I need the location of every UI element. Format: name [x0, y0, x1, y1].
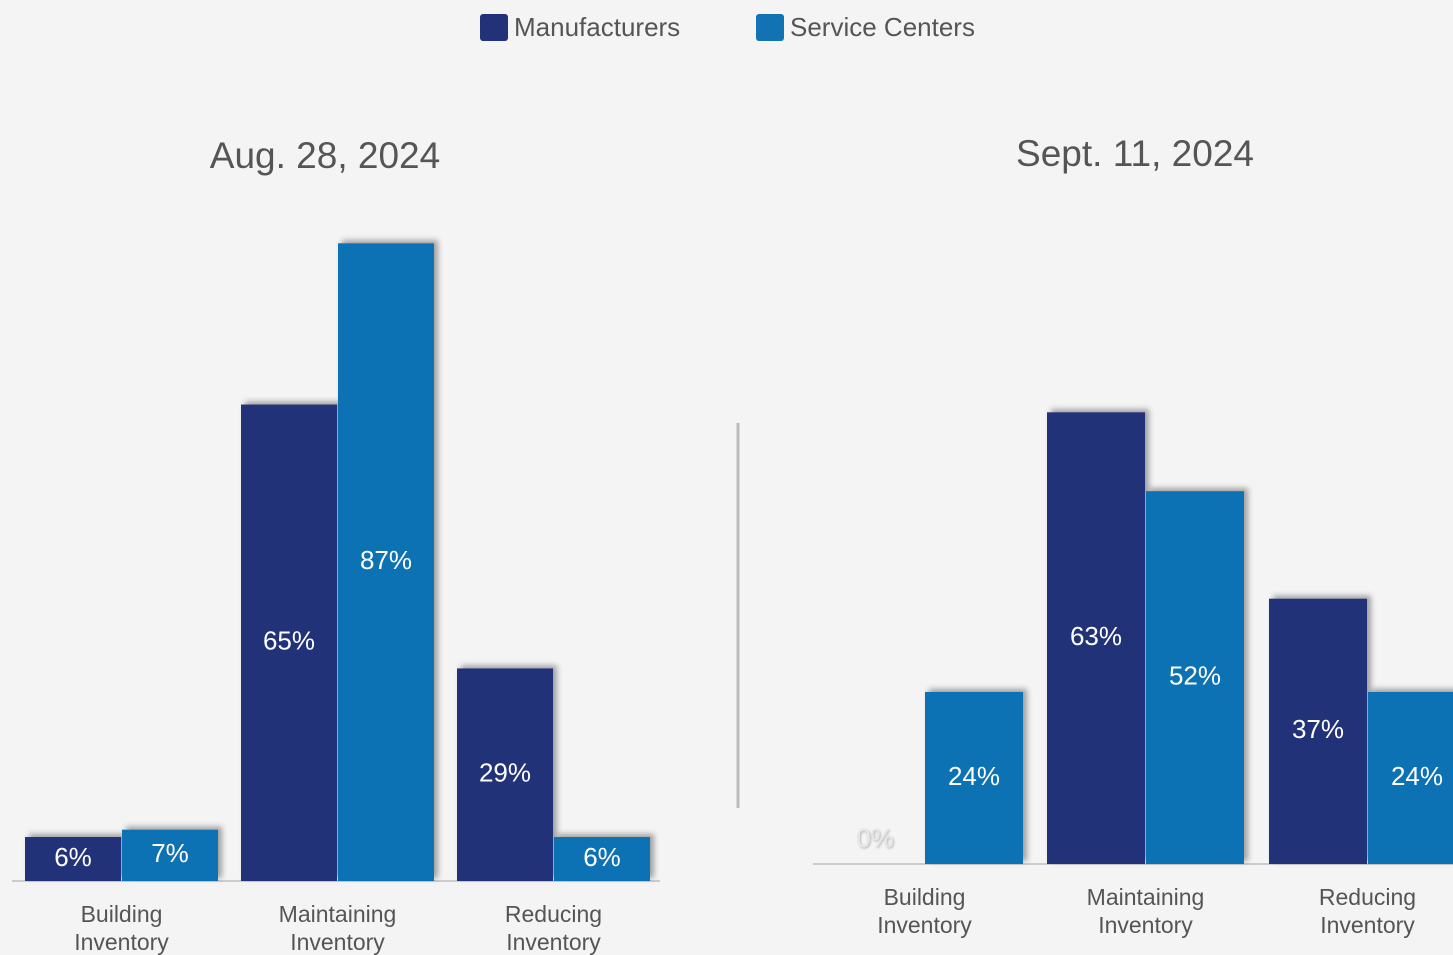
chart-title: Sept. 11, 2024 [1016, 133, 1254, 174]
value-label: 7% [151, 838, 189, 868]
x-tick-label: Reducing Inventory [504, 901, 603, 955]
x-tick-label: Building Inventory [877, 884, 972, 938]
legend-label: Manufacturers [514, 12, 680, 42]
value-label: 24% [948, 761, 1000, 791]
value-label: 63% [1070, 621, 1122, 651]
legend-label: Service Centers [790, 12, 975, 42]
bar [554, 837, 650, 881]
bar [1269, 598, 1367, 864]
value-label: 24% [1391, 761, 1443, 791]
value-label: 29% [479, 758, 531, 788]
value-label: 52% [1169, 660, 1221, 690]
bar [25, 837, 121, 881]
value-label: 37% [1292, 714, 1344, 744]
x-tick-label: Building Inventory [74, 901, 169, 955]
legend-swatch [480, 14, 508, 41]
value-label: 0% [856, 823, 894, 853]
bar [925, 691, 1023, 864]
bar [241, 404, 337, 881]
x-tick-label: Maintaining Inventory [278, 901, 397, 955]
bar [457, 668, 553, 881]
bar [122, 829, 218, 881]
value-label: 6% [583, 842, 621, 872]
value-label: 65% [263, 626, 315, 656]
x-tick-label: Maintaining Inventory [1086, 884, 1205, 938]
value-label: 6% [54, 842, 92, 872]
bar [1368, 691, 1453, 864]
x-tick-label: Reducing Inventory [1318, 884, 1417, 938]
chart-title: Aug. 28, 2024 [210, 135, 440, 176]
bar [338, 243, 434, 882]
bar [1047, 412, 1145, 864]
legend-swatch [756, 14, 784, 41]
bar [1146, 491, 1244, 864]
value-label: 87% [360, 545, 412, 575]
